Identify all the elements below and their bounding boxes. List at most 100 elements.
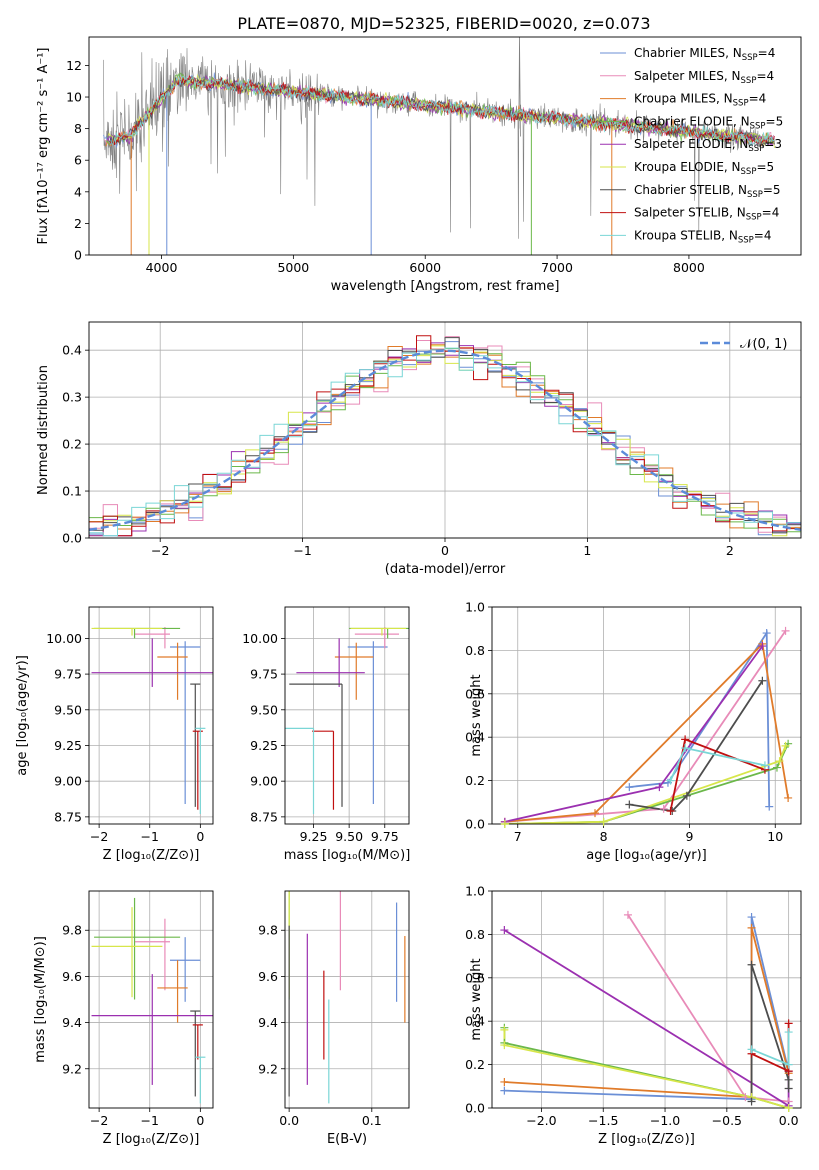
axes-weight_vs_Z: −2.0 −1.5 −1.0 −0.5 0.0 0.0 0.2 0.4 0.6 0.8 1.0 Z […: [465, 884, 802, 1147]
ytick-label: 0.4: [465, 1014, 485, 1029]
ytick-label: 9.75: [250, 667, 278, 682]
xtick-label: 9: [685, 829, 693, 844]
legend-entry-value: =4: [758, 46, 776, 60]
xtick-label: 7: [514, 829, 522, 844]
legend-entry-subscript: SSP: [750, 121, 766, 131]
ytick-label: 10.00: [46, 631, 82, 646]
weight-marker: [655, 783, 664, 792]
plot-area: [91, 626, 213, 815]
ytick-label: 9.50: [250, 702, 278, 717]
y-axis-label: mass weight: [469, 674, 484, 756]
xtick-label: −2: [90, 1113, 108, 1128]
axes-frame: [284, 606, 410, 825]
weight-marker: [747, 960, 756, 969]
ytick-label: 8.75: [54, 809, 82, 824]
weight-marker: [625, 783, 634, 792]
model-spectrum: [110, 75, 775, 147]
ytick-label: 0.6: [465, 686, 485, 701]
weight-marker: [591, 809, 599, 818]
weight-marker: [500, 820, 509, 828]
y-axis-label: Normed distribution: [36, 365, 51, 495]
ytick-label: 0.2: [465, 1057, 485, 1072]
axes-age_vs_Z: −2 −1 0 8.75 9.00 9.25 9.50 9.75 10.00 Z [log₁₀(Z…: [15, 606, 214, 863]
weight-marker: [599, 817, 608, 826]
ytick-label: 2: [74, 216, 82, 231]
xtick-label: 5000: [277, 260, 309, 275]
xtick-label: −0.5: [712, 1113, 742, 1128]
axes-age_vs_mass: 9.25 9.50 9.75 8.75 9.00 9.25 9.50 9.75 10.00 mas…: [242, 606, 410, 863]
legend-entry-value: =4: [762, 206, 780, 220]
legend-entry: Kroupa ELODIE, NSSP=5: [634, 160, 774, 177]
normal-reference-curve: [89, 349, 801, 531]
plot-area: [89, 335, 801, 537]
ytick-label: 0.3: [62, 390, 82, 405]
x-axis-label: age [log₁₀(age/yr)]: [586, 848, 707, 863]
axes-frame: [88, 890, 214, 1109]
weight-marker: [500, 1086, 509, 1095]
weight-line: [504, 630, 787, 823]
x-axis-label: E(B-V): [327, 1132, 367, 1147]
xtick-label: −2: [90, 829, 108, 844]
legend-entry-text: Chabrier ELODIE, N: [634, 114, 750, 128]
axes-frame: [88, 606, 214, 825]
weight-marker: [758, 642, 767, 651]
weight-marker: [760, 761, 769, 770]
residual-histogram: [89, 347, 801, 537]
ytick-label: 0.4: [62, 343, 82, 358]
weight-marker: [747, 913, 756, 922]
weight-marker: [500, 926, 509, 935]
legend-entry-text: Chabrier MILES, N: [634, 46, 742, 60]
weight-marker: [784, 1104, 793, 1112]
xtick-label: −1: [141, 1113, 159, 1128]
weight-marker: [784, 1019, 793, 1028]
xtick-label: 0.0: [779, 1113, 799, 1128]
ytick-label: 9.25: [54, 738, 82, 753]
ytick-label: 0: [74, 248, 82, 263]
weight-line: [504, 745, 787, 824]
weight-marker: [781, 741, 790, 750]
xtick-label: 0: [196, 829, 204, 844]
xtick-label: 8000: [673, 260, 705, 275]
legend-entry-text: Kroupa STELIB, N: [634, 228, 738, 242]
weight-marker: [659, 804, 668, 813]
ytick-label: 10.00: [242, 631, 278, 646]
legend-entry-text: Salpeter MILES, N: [634, 69, 741, 83]
legend-entry-value: =4: [756, 69, 774, 83]
legend-entry-value: =5: [756, 160, 774, 174]
axes-residuals: −2 −1 0 1 2 0.0 0.1 0.2 0.3 0.4 (data-model)/error…: [36, 321, 802, 577]
y-axis-label: mass weight: [469, 958, 484, 1040]
ytick-label: 0.0: [465, 1101, 485, 1116]
xtick-label: −1.5: [588, 1113, 618, 1128]
legend-entry-subscript: SSP: [733, 99, 749, 109]
ytick-label: 9.25: [250, 738, 278, 753]
ytick-label: 0.1: [62, 484, 82, 499]
ytick-label: 9.8: [258, 923, 278, 938]
plot-area: [91, 897, 213, 1104]
weight-line: [504, 642, 789, 823]
legend-entry-subscript: SSP: [741, 167, 757, 177]
plot-area: [285, 626, 409, 815]
legend-entry-text: Salpeter STELIB, N: [634, 206, 746, 220]
legend-entry-value: =4: [749, 92, 767, 106]
figure-title: PLATE=0870, MJD=52325, FIBERID=0020, z=0…: [237, 14, 650, 33]
ytick-label: 9.00: [250, 774, 278, 789]
ytick-label: 10: [66, 90, 82, 105]
legend-entry-value: =5: [763, 183, 781, 197]
legend-entry: Salpeter ELODIE, NSSP=3: [634, 137, 782, 154]
weight-marker: [775, 757, 784, 766]
legend-entry: Chabrier STELIB, NSSP=5: [634, 183, 781, 200]
legend-entry-text: Salpeter ELODIE, N: [634, 137, 748, 151]
ytick-label: 9.00: [54, 774, 82, 789]
legend-entry: Salpeter MILES, NSSP=4: [634, 69, 774, 86]
xtick-label: −1.0: [650, 1113, 680, 1128]
xtick-label: 6000: [409, 260, 441, 275]
legend-entry-text: Chabrier STELIB, N: [634, 183, 747, 197]
x-axis-label: (data-model)/error: [385, 562, 506, 577]
xtick-label: 0.0: [279, 1113, 299, 1128]
axes-spectrum: 4000 5000 6000 7000 8000 0 2 4 6 8 10 12 wavelength …: [36, 36, 802, 294]
ytick-label: 0.8: [465, 927, 485, 942]
plot-area: [288, 891, 406, 1104]
xtick-label: 0: [196, 1113, 204, 1128]
weight-marker: [747, 1045, 756, 1054]
ytick-label: 0.0: [62, 531, 82, 546]
